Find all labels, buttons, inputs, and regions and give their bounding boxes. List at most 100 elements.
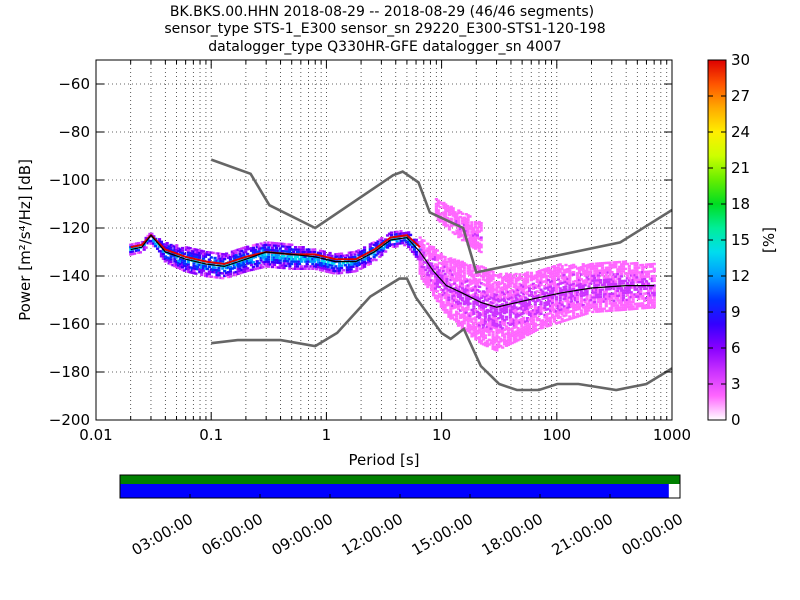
density-cell [650,294,654,297]
density-cell [192,250,196,253]
density-cell [597,295,601,299]
density-cell [472,269,476,272]
density-cell [457,219,461,222]
density-cell [173,260,177,263]
density-cell [466,228,470,231]
density-cell [545,267,549,270]
density-cell [524,279,528,283]
density-cell [508,282,512,286]
density-cell [514,299,518,302]
density-cell [366,258,371,262]
density-cell [466,221,470,224]
density-cell [447,257,451,261]
density-cell [462,262,466,265]
density-cell [267,265,271,268]
density-cell [508,313,512,317]
density-cell [483,274,487,277]
density-cell [631,307,635,311]
density-cell [144,246,148,249]
density-cell [514,289,518,293]
density-cell [497,345,501,349]
density-cell [547,271,551,275]
density-cell [524,322,528,326]
density-cell [598,307,603,311]
density-cell [476,313,480,316]
density-cell [318,261,323,265]
density-cell [478,312,482,315]
density-cell [556,307,560,310]
density-cell [473,245,478,248]
density-cell [556,314,560,317]
density-cell [401,239,405,242]
density-cell [442,211,446,214]
density-cell [547,307,551,311]
density-cell [499,272,503,276]
density-cell [134,249,139,252]
density-cell [460,260,464,264]
density-cell [524,327,528,331]
density-cell [426,259,430,262]
density-cell [414,238,418,242]
density-cell [428,257,432,260]
density-cell [280,266,284,270]
density-cell [472,288,476,291]
density-cell [489,274,493,278]
density-cell [307,248,311,251]
density-cell [424,273,428,276]
density-cell [504,279,509,283]
density-cell [165,256,169,259]
density-cell [504,310,509,314]
density-cell [468,324,472,327]
density-cell [639,278,643,281]
density-cell [539,305,543,308]
density-cell [334,265,338,268]
density-cell [478,331,482,334]
density-cell [462,264,466,267]
density-cell [562,319,566,323]
density-cell [464,292,468,295]
density-cell [504,315,509,319]
density-cell [589,277,593,280]
density-cell [502,340,507,344]
density-cell [366,256,371,259]
density-cell [180,263,185,267]
density-cell [422,253,426,257]
density-cell [610,270,614,274]
density-cell [399,242,403,245]
density-cell [228,265,233,268]
density-cell [267,260,271,264]
density-cell [442,213,446,217]
density-cell [504,342,509,345]
density-cell [614,297,618,300]
density-cell [623,298,628,302]
density-cell [422,265,426,269]
density-cell [604,268,608,272]
density-cell [270,263,275,266]
density-cell [445,263,449,266]
density-cell [384,250,388,253]
density-cell [602,261,606,265]
density-cell [246,252,250,256]
density-cell [472,307,476,311]
density-cell [618,275,622,278]
density-cell [501,331,505,335]
density-cell [462,216,466,219]
density-cell [232,257,236,260]
density-cell [445,277,449,281]
density-cell [246,247,250,251]
density-cell [485,340,489,343]
density-cell [481,321,486,324]
density-cell [493,293,497,296]
density-cell [618,287,622,290]
density-cell [478,266,482,269]
density-cell [265,262,269,266]
density-cell [541,290,545,293]
density-cell [318,268,323,272]
density-cell [573,299,578,302]
density-cell [311,265,315,268]
density-cell [307,260,311,263]
density-cell [305,258,309,261]
density-cell [526,273,530,277]
density-cell [205,272,210,275]
density-cell [614,304,618,307]
